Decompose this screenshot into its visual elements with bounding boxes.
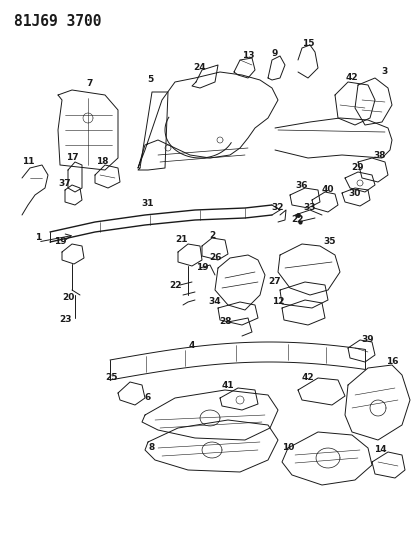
Text: 1: 1 xyxy=(35,233,41,243)
Text: 25: 25 xyxy=(106,374,118,383)
Text: 24: 24 xyxy=(194,63,206,72)
Text: 19: 19 xyxy=(196,263,208,272)
Text: 81J69 3700: 81J69 3700 xyxy=(14,14,102,29)
Text: 38: 38 xyxy=(374,150,386,159)
Text: 30: 30 xyxy=(349,189,361,198)
Text: 27: 27 xyxy=(269,278,281,287)
Text: 35: 35 xyxy=(324,238,336,246)
Text: 28: 28 xyxy=(219,318,231,327)
Text: 41: 41 xyxy=(222,381,234,390)
Text: 17: 17 xyxy=(66,154,78,163)
Text: 32: 32 xyxy=(272,204,284,213)
Text: 26: 26 xyxy=(209,254,221,262)
Text: 8: 8 xyxy=(149,443,155,453)
Text: 6: 6 xyxy=(145,393,151,402)
Text: 12: 12 xyxy=(272,297,284,306)
Text: 23: 23 xyxy=(59,316,71,325)
Text: 16: 16 xyxy=(386,358,398,367)
Text: 36: 36 xyxy=(296,181,308,190)
Text: 3: 3 xyxy=(381,68,387,77)
Text: 42: 42 xyxy=(301,374,314,383)
Text: 2: 2 xyxy=(209,231,215,240)
Text: 18: 18 xyxy=(96,157,108,166)
Text: 29: 29 xyxy=(352,164,364,173)
Text: 34: 34 xyxy=(209,297,221,306)
Text: 19: 19 xyxy=(54,238,66,246)
Text: 37: 37 xyxy=(59,179,71,188)
Text: 20: 20 xyxy=(62,294,74,303)
Text: 9: 9 xyxy=(272,50,278,59)
Text: 21: 21 xyxy=(176,236,188,245)
Text: 7: 7 xyxy=(87,79,93,88)
Text: 39: 39 xyxy=(362,335,374,344)
Text: 14: 14 xyxy=(374,446,386,455)
Text: 10: 10 xyxy=(282,443,294,453)
Text: 33: 33 xyxy=(304,204,316,213)
Text: 5: 5 xyxy=(147,76,153,85)
Text: 13: 13 xyxy=(242,52,254,61)
Text: 22: 22 xyxy=(169,280,181,289)
Text: 40: 40 xyxy=(322,185,334,195)
Text: 31: 31 xyxy=(142,198,154,207)
Text: 4: 4 xyxy=(189,341,195,350)
Text: 42: 42 xyxy=(346,74,358,83)
Text: 11: 11 xyxy=(22,157,34,166)
Text: 22: 22 xyxy=(292,215,304,224)
Text: 15: 15 xyxy=(302,39,314,49)
